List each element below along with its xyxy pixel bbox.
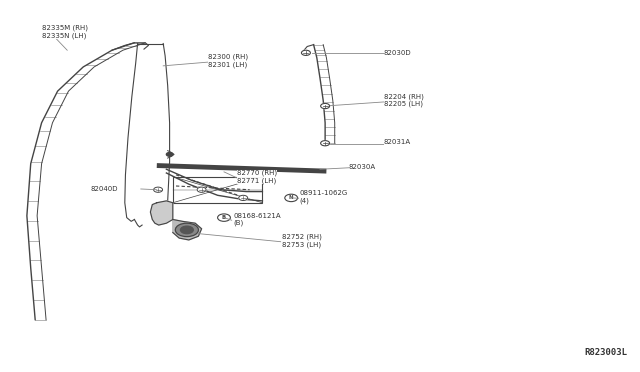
Text: R823003L: R823003L	[584, 348, 627, 357]
Circle shape	[197, 187, 206, 192]
Text: N: N	[289, 195, 294, 201]
FancyBboxPatch shape	[173, 177, 262, 203]
Text: 08911-1062G
(4): 08911-1062G (4)	[300, 190, 348, 204]
Circle shape	[321, 103, 330, 109]
Text: 82030D: 82030D	[384, 50, 412, 56]
Circle shape	[154, 187, 163, 192]
Text: 82204 (RH)
82205 (LH): 82204 (RH) 82205 (LH)	[384, 93, 424, 108]
Polygon shape	[150, 201, 173, 225]
Circle shape	[239, 195, 248, 201]
Circle shape	[218, 214, 230, 221]
Polygon shape	[173, 219, 202, 240]
Circle shape	[321, 141, 330, 146]
Text: B: B	[222, 215, 226, 220]
Text: 82031A: 82031A	[384, 139, 411, 145]
Circle shape	[301, 50, 310, 55]
Text: 08168-6121A
(B): 08168-6121A (B)	[234, 213, 281, 226]
Circle shape	[285, 194, 298, 202]
Text: 82300 (RH)
82301 (LH): 82300 (RH) 82301 (LH)	[208, 54, 248, 68]
Text: 82752 (RH)
82753 (LH): 82752 (RH) 82753 (LH)	[282, 234, 321, 248]
Circle shape	[166, 153, 173, 156]
Circle shape	[175, 223, 198, 237]
Text: 82770 (RH)
82771 (LH): 82770 (RH) 82771 (LH)	[237, 170, 277, 184]
Text: 82030A: 82030A	[349, 164, 376, 170]
Text: 82040D: 82040D	[91, 186, 118, 192]
Text: 82335M (RH)
82335N (LH): 82335M (RH) 82335N (LH)	[42, 25, 88, 39]
Circle shape	[180, 226, 193, 234]
